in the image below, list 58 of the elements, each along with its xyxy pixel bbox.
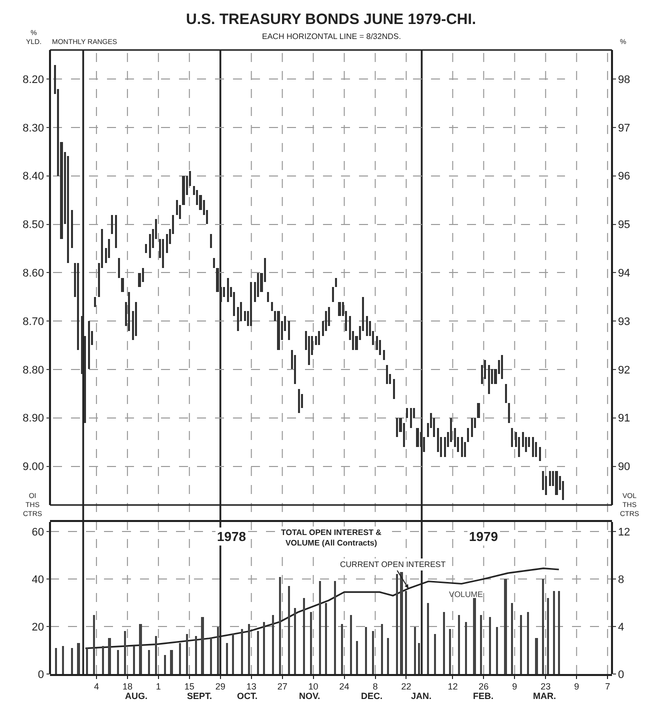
x-tick-label: 4 bbox=[94, 682, 99, 692]
text: FEB. bbox=[473, 691, 494, 701]
x-tick-label: 27 bbox=[277, 682, 288, 692]
y-tick-label: 8.90 bbox=[22, 412, 44, 425]
annotation: 1979 bbox=[469, 529, 498, 544]
text: OCT. bbox=[237, 691, 258, 701]
x-tick-label: 22 bbox=[401, 682, 412, 692]
chart-subtitle: EACH HORIZONTAL LINE = 8/32NDS. bbox=[262, 32, 401, 41]
y2-tick-label: 8 bbox=[618, 574, 624, 586]
x-tick-label: 18 bbox=[122, 682, 132, 692]
y2-tick-label: 12 bbox=[618, 526, 630, 538]
y2-tick-label: 97 bbox=[618, 122, 630, 134]
y-tick-label: 8.60 bbox=[22, 268, 44, 280]
y2-tick-label: 93 bbox=[618, 316, 630, 328]
y2-tick-label: 91 bbox=[618, 412, 630, 425]
series-label: CURRENT OPEN INTEREST bbox=[340, 560, 446, 569]
x-tick-label: 23 bbox=[540, 682, 551, 692]
y-tick-label: 8.50 bbox=[22, 219, 44, 232]
y2-tick-label: 95 bbox=[618, 219, 630, 232]
x-tick-label: 29 bbox=[215, 682, 226, 692]
x-tick-label: 9 bbox=[512, 682, 518, 692]
y2-tick-label: 0 bbox=[618, 668, 624, 681]
x-tick-label: 26 bbox=[478, 682, 489, 692]
y2-tick-label: 4 bbox=[618, 621, 624, 634]
x-tick-label: 15 bbox=[184, 682, 194, 692]
y-tick-label: 8.80 bbox=[22, 364, 44, 376]
y-tick-label: 40 bbox=[32, 574, 44, 586]
y-tick-label: 60 bbox=[32, 526, 44, 538]
text: MAR. bbox=[533, 691, 556, 701]
y2-tick-label: 94 bbox=[618, 268, 630, 280]
y2-tick-label: 96 bbox=[618, 170, 630, 183]
y-tick-label: 8.30 bbox=[22, 122, 44, 134]
chart-title: U.S. TREASURY BONDS JUNE 1979-CHI. bbox=[186, 11, 476, 28]
y2-tick-label: 92 bbox=[618, 364, 630, 376]
y-tick-label: 0 bbox=[38, 668, 44, 681]
y-tick-label: 8.40 bbox=[22, 170, 44, 183]
annotation: 1978 bbox=[217, 529, 246, 544]
y-tick-label: 20 bbox=[32, 621, 44, 634]
y2-tick-label: 98 bbox=[618, 74, 630, 86]
x-tick-label: 24 bbox=[339, 682, 350, 692]
x-tick-label: 1 bbox=[156, 682, 161, 692]
x-tick-label: 9 bbox=[574, 682, 580, 692]
y2-tick-label: 90 bbox=[618, 461, 630, 474]
x-tick-label: 7 bbox=[605, 682, 610, 692]
x-tick-label: 10 bbox=[308, 682, 318, 692]
text: JAN. bbox=[411, 691, 432, 701]
y-tick-label: 9.00 bbox=[22, 461, 44, 474]
series-label: VOLUME bbox=[449, 590, 483, 599]
x-tick-label: 8 bbox=[372, 682, 378, 692]
x-tick-label: 12 bbox=[448, 682, 458, 692]
text: TOTAL OPEN INTEREST & VOLUME (All Contracts) bbox=[281, 528, 382, 548]
text: AUG. bbox=[125, 691, 148, 701]
text: SEPT. bbox=[187, 691, 212, 701]
y-tick-label: 8.70 bbox=[22, 316, 44, 328]
text: NOV. bbox=[299, 691, 320, 701]
y-tick-label: 8.20 bbox=[22, 74, 44, 86]
x-tick-label: 13 bbox=[246, 682, 256, 692]
text: DEC. bbox=[361, 691, 383, 701]
